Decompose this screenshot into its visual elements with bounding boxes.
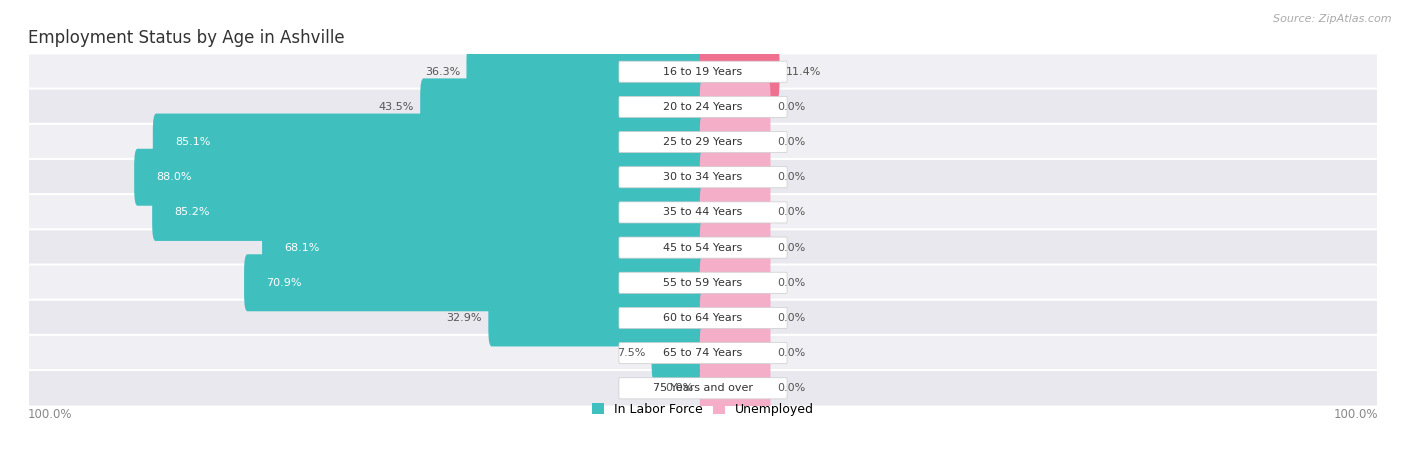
- FancyBboxPatch shape: [619, 61, 787, 82]
- FancyBboxPatch shape: [700, 219, 770, 276]
- FancyBboxPatch shape: [700, 254, 770, 311]
- FancyBboxPatch shape: [700, 114, 770, 170]
- FancyBboxPatch shape: [134, 149, 706, 206]
- FancyBboxPatch shape: [619, 167, 787, 188]
- FancyBboxPatch shape: [420, 78, 706, 135]
- Text: 0.0%: 0.0%: [665, 383, 693, 393]
- Text: 30 to 34 Years: 30 to 34 Years: [664, 172, 742, 182]
- FancyBboxPatch shape: [700, 78, 770, 135]
- FancyBboxPatch shape: [700, 325, 770, 382]
- FancyBboxPatch shape: [651, 325, 706, 382]
- FancyBboxPatch shape: [488, 290, 706, 346]
- Text: 0.0%: 0.0%: [778, 172, 806, 182]
- Text: 85.2%: 85.2%: [174, 207, 209, 217]
- Text: 36.3%: 36.3%: [425, 67, 460, 77]
- Text: 100.0%: 100.0%: [1333, 408, 1378, 421]
- Text: 7.5%: 7.5%: [617, 348, 645, 358]
- FancyBboxPatch shape: [28, 124, 1378, 161]
- FancyBboxPatch shape: [28, 194, 1378, 231]
- FancyBboxPatch shape: [700, 184, 770, 241]
- FancyBboxPatch shape: [467, 43, 706, 100]
- FancyBboxPatch shape: [619, 272, 787, 293]
- Text: 0.0%: 0.0%: [778, 383, 806, 393]
- Text: 35 to 44 Years: 35 to 44 Years: [664, 207, 742, 217]
- Text: 0.0%: 0.0%: [778, 348, 806, 358]
- Text: 45 to 54 Years: 45 to 54 Years: [664, 243, 742, 253]
- FancyBboxPatch shape: [28, 335, 1378, 372]
- FancyBboxPatch shape: [700, 43, 779, 100]
- Text: 55 to 59 Years: 55 to 59 Years: [664, 278, 742, 288]
- FancyBboxPatch shape: [28, 53, 1378, 90]
- FancyBboxPatch shape: [28, 229, 1378, 266]
- Text: 0.0%: 0.0%: [778, 313, 806, 323]
- Text: 70.9%: 70.9%: [267, 278, 302, 288]
- Text: 85.1%: 85.1%: [176, 137, 211, 147]
- FancyBboxPatch shape: [28, 264, 1378, 301]
- FancyBboxPatch shape: [245, 254, 706, 311]
- FancyBboxPatch shape: [700, 360, 770, 417]
- Text: 0.0%: 0.0%: [778, 102, 806, 112]
- FancyBboxPatch shape: [700, 290, 770, 346]
- FancyBboxPatch shape: [619, 132, 787, 152]
- FancyBboxPatch shape: [152, 184, 706, 241]
- Text: 43.5%: 43.5%: [378, 102, 413, 112]
- FancyBboxPatch shape: [153, 114, 706, 170]
- FancyBboxPatch shape: [28, 299, 1378, 336]
- FancyBboxPatch shape: [619, 308, 787, 328]
- Text: 11.4%: 11.4%: [786, 67, 821, 77]
- FancyBboxPatch shape: [700, 149, 770, 206]
- Text: 16 to 19 Years: 16 to 19 Years: [664, 67, 742, 77]
- Text: 32.9%: 32.9%: [446, 313, 482, 323]
- FancyBboxPatch shape: [28, 88, 1378, 125]
- FancyBboxPatch shape: [619, 378, 787, 399]
- FancyBboxPatch shape: [262, 219, 706, 276]
- Text: 20 to 24 Years: 20 to 24 Years: [664, 102, 742, 112]
- Text: 65 to 74 Years: 65 to 74 Years: [664, 348, 742, 358]
- Text: 100.0%: 100.0%: [28, 408, 73, 421]
- Text: 0.0%: 0.0%: [778, 137, 806, 147]
- Text: 0.0%: 0.0%: [778, 207, 806, 217]
- Text: 0.0%: 0.0%: [778, 278, 806, 288]
- Text: 60 to 64 Years: 60 to 64 Years: [664, 313, 742, 323]
- FancyBboxPatch shape: [619, 343, 787, 364]
- Text: Employment Status by Age in Ashville: Employment Status by Age in Ashville: [28, 29, 344, 47]
- FancyBboxPatch shape: [619, 202, 787, 223]
- Text: 68.1%: 68.1%: [284, 243, 321, 253]
- FancyBboxPatch shape: [619, 237, 787, 258]
- Text: Source: ZipAtlas.com: Source: ZipAtlas.com: [1274, 14, 1392, 23]
- Text: 75 Years and over: 75 Years and over: [652, 383, 754, 393]
- FancyBboxPatch shape: [28, 370, 1378, 407]
- Text: 88.0%: 88.0%: [156, 172, 193, 182]
- FancyBboxPatch shape: [28, 159, 1378, 196]
- Text: 25 to 29 Years: 25 to 29 Years: [664, 137, 742, 147]
- Text: 0.0%: 0.0%: [778, 243, 806, 253]
- Legend: In Labor Force, Unemployed: In Labor Force, Unemployed: [586, 398, 820, 421]
- FancyBboxPatch shape: [619, 97, 787, 117]
